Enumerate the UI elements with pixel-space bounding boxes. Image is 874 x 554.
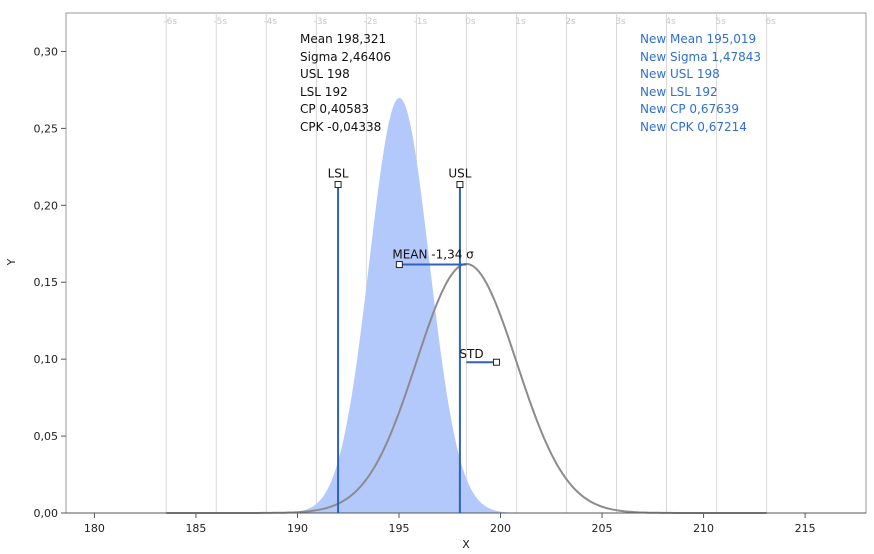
- sigma-label: 0s: [465, 17, 476, 27]
- new-distribution-area: [219, 97, 580, 514]
- sigma-label: -3s: [313, 17, 327, 27]
- x-tick-label: 210: [693, 522, 714, 535]
- x-axis: 180 185 190 195 200 205 210 215: [84, 513, 816, 535]
- x-tick-label: 185: [185, 522, 206, 535]
- y-tick-label: 0,05: [34, 430, 59, 443]
- stat-lsl: LSL 192: [300, 85, 348, 99]
- stat-sigma: Sigma 2,46406: [300, 50, 391, 64]
- y-tick-label: 0,20: [34, 199, 59, 212]
- sigma-label: -1s: [414, 17, 428, 27]
- y-tick-label: 0,25: [34, 122, 59, 135]
- stat-mean: Mean 198,321: [300, 32, 386, 46]
- stats-box: Mean 198,321 Sigma 2,46406 USL 198 LSL 1…: [300, 32, 391, 134]
- x-tick-label: 190: [287, 522, 308, 535]
- sigma-label: 6s: [765, 17, 776, 27]
- spec-label-lsl: LSL: [328, 167, 349, 181]
- std-handle[interactable]: [492, 358, 500, 366]
- sigma-label: 1s: [515, 17, 526, 27]
- y-axis: 0,00 0,05 0,10 0,15 0,20 0,25 0,30: [34, 45, 66, 520]
- y-tick-label: 0,30: [34, 45, 59, 58]
- new-stat-cp: New CP 0,67639: [640, 102, 739, 116]
- spec-handle-lsl[interactable]: [334, 181, 342, 189]
- y-tick-label: 0,10: [34, 353, 59, 366]
- new-stats-box: New Mean 195,019 New Sigma 1,47843 New U…: [640, 32, 761, 134]
- new-stat-sigma: New Sigma 1,47843: [640, 50, 761, 64]
- y-axis-title: Y: [5, 258, 18, 266]
- sigma-label: -2s: [364, 17, 378, 27]
- spec-label-usl: USL: [448, 167, 471, 181]
- new-stat-cpk: New CPK 0,67214: [640, 120, 747, 134]
- x-axis-title: X: [462, 538, 470, 551]
- mean-handle[interactable]: [395, 261, 403, 269]
- sigma-label: 5s: [715, 17, 726, 27]
- markers: MEAN -1,34 σ STD: [392, 248, 500, 366]
- sigma-label: -6s: [163, 17, 177, 27]
- new-stat-mean: New Mean 195,019: [640, 32, 756, 46]
- stat-usl: USL 198: [300, 67, 350, 81]
- std-marker-label: STD: [459, 347, 483, 361]
- sigma-label: -4s: [263, 17, 277, 27]
- mean-marker-label: MEAN -1,34 σ: [392, 248, 474, 262]
- x-tick-label: 215: [795, 522, 816, 535]
- x-tick-label: 180: [84, 522, 105, 535]
- sigma-label: -5s: [213, 17, 227, 27]
- spec-lines: LSL USL: [328, 167, 472, 513]
- x-tick-label: 195: [388, 522, 409, 535]
- stat-cp: CP 0,40583: [300, 102, 369, 116]
- x-tick-label: 205: [592, 522, 613, 535]
- sigma-label: 4s: [665, 17, 676, 27]
- y-tick-label: 0,15: [34, 276, 59, 289]
- new-stat-lsl: New LSL 192: [640, 85, 718, 99]
- stat-cpk: CPK -0,04338: [300, 120, 381, 134]
- sigma-label: 3s: [615, 17, 626, 27]
- sigma-label: 2s: [565, 17, 576, 27]
- x-tick-label: 200: [490, 522, 511, 535]
- y-tick-label: 0,00: [34, 507, 59, 520]
- new-stat-usl: New USL 198: [640, 67, 720, 81]
- spec-handle-usl[interactable]: [456, 181, 464, 189]
